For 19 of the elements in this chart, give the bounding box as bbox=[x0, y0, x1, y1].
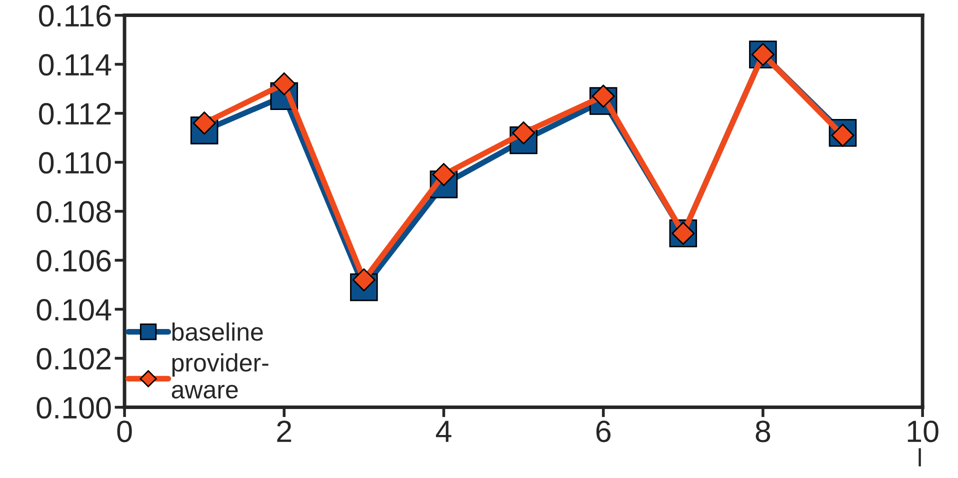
x-tick-label: 0 bbox=[117, 420, 132, 442]
x-tick-label: 8 bbox=[756, 420, 770, 442]
x-tick-label: 10 bbox=[908, 420, 938, 442]
y-tick-label: 0.100 bbox=[36, 396, 111, 419]
x-tick-label: 6 bbox=[596, 420, 611, 442]
x-axis-title: l bbox=[918, 448, 921, 466]
y-tick-label: 0.104 bbox=[36, 299, 112, 321]
y-tick-label: 0.116 bbox=[39, 5, 111, 27]
y-tick-label: 0.108 bbox=[36, 201, 111, 223]
y-tick-label: 0.110 bbox=[39, 152, 111, 174]
y-tick-label: 0.112 bbox=[39, 103, 111, 125]
point bbox=[272, 72, 296, 96]
x-tick-label: 4 bbox=[436, 420, 452, 442]
y-tick-label: 0.102 bbox=[36, 348, 111, 370]
y-tick-label: 0.106 bbox=[36, 250, 111, 272]
y-tick-label: 0.114 bbox=[39, 54, 112, 76]
x-tick-label: 2 bbox=[277, 420, 292, 442]
legend-label: provider- aware bbox=[172, 353, 268, 399]
legend-label: baseline bbox=[172, 322, 263, 341]
